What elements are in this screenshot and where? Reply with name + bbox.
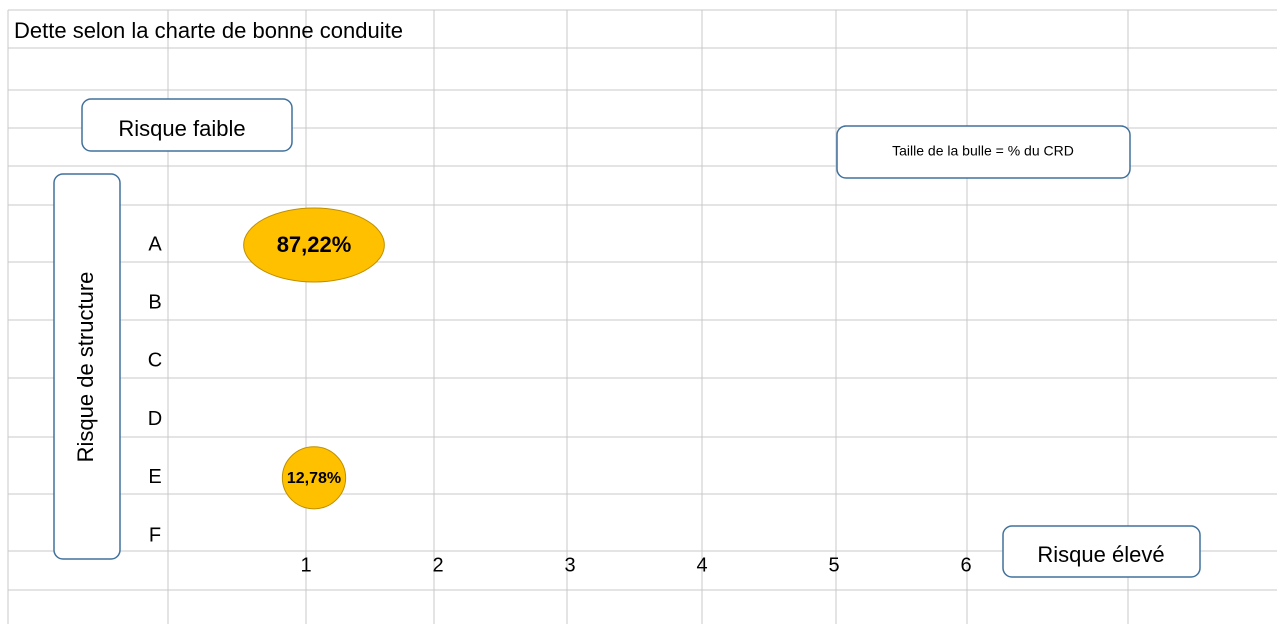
x-tick-label: 6 [960, 554, 971, 576]
label-box [836, 125, 1131, 179]
label-box [81, 98, 293, 152]
y-tick-label: B [148, 291, 161, 313]
annotation: Risque faible [118, 116, 245, 141]
y-tick-label: E [148, 466, 161, 488]
data-label: 12,78% [287, 470, 341, 487]
label-box [1002, 525, 1201, 578]
x-tick-label: 2 [432, 554, 443, 576]
x-tick-label: 3 [564, 554, 575, 576]
plot: A B C D E F 1 2 3 4 5 6 87,22% 12,78% [148, 207, 972, 576]
y-tick-label: D [148, 408, 162, 430]
y-tick-label: F [149, 524, 161, 546]
x-tick-label: 4 [696, 554, 707, 576]
data-label: 87,22% [277, 232, 352, 257]
y-axis-label: Risque de structure [73, 272, 98, 463]
sheet-title: Dette selon la charte de bonne conduite [14, 18, 403, 43]
y-tick-label: A [148, 233, 162, 255]
bubble [281, 446, 347, 510]
label-box [53, 173, 121, 560]
annotation: Taille de la bulle = % du CRD [892, 143, 1074, 159]
y-tick-label: C [148, 350, 162, 372]
x-tick-label: 5 [828, 554, 839, 576]
annotation: Risque élevé [1037, 542, 1164, 567]
x-tick-label: 1 [300, 554, 311, 576]
bubble [243, 207, 385, 283]
